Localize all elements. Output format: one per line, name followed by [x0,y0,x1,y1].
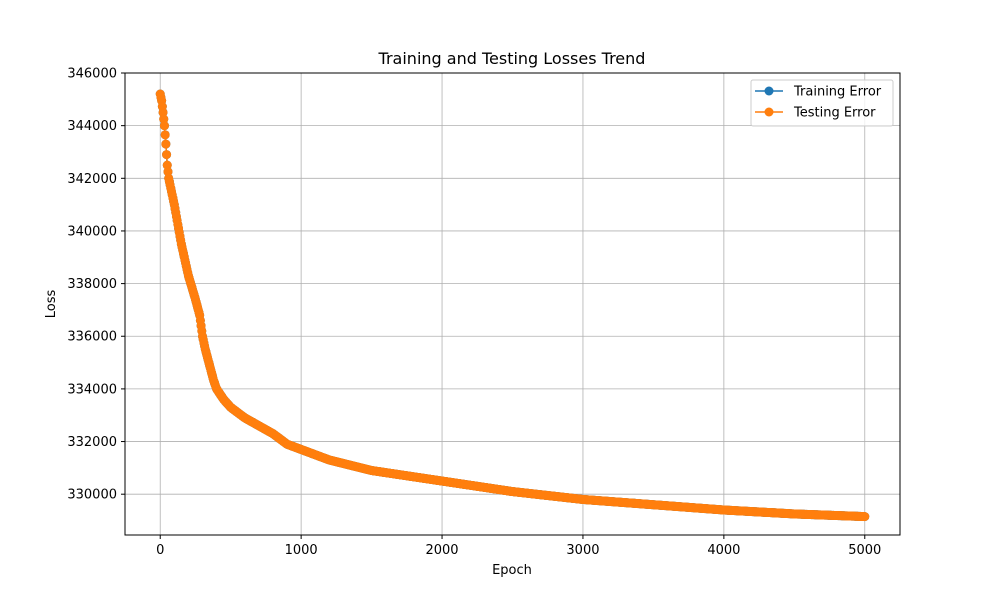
legend-marker-testing-error [764,107,774,117]
plot-series [155,89,870,522]
y-tick-label: 332000 [67,435,117,450]
y-tick-label: 346000 [67,67,117,82]
x-axis-label: Epoch [492,563,532,578]
data-point-marker [159,114,169,124]
y-tick-label: 338000 [67,277,117,292]
data-point-marker [162,160,172,170]
y-axis-label: Loss [44,290,59,319]
y-tick-label: 330000 [67,488,117,503]
x-tick-label: 3000 [566,543,599,558]
data-point-marker [161,139,171,149]
y-tick-label: 334000 [67,382,117,397]
legend-box [750,79,894,127]
legend-marker-training-error [764,86,774,96]
data-point-marker [162,150,172,160]
data-point-marker [163,167,173,177]
x-tick-label: 0 [156,543,164,558]
x-axis-ticks: 0 1000 2000 3000 4000 5000 [156,535,881,558]
x-tick-label: 4000 [707,543,740,558]
legend-label-training-error: Training Error [793,85,882,100]
data-point-marker [159,121,169,131]
x-tick-label: 1000 [285,543,318,558]
plot-area-frame [124,72,901,536]
y-tick-label: 344000 [67,119,117,134]
series-markers-testing-error [155,89,870,522]
y-tick-label: 342000 [67,172,117,187]
chart-title: Training and Testing Losses Trend [378,49,646,68]
legend: Training Error Testing Error [750,79,894,127]
data-point-marker [158,107,168,117]
y-tick-label: 336000 [67,330,117,345]
x-tick-label: 2000 [425,543,458,558]
data-point-marker [860,512,870,522]
x-tick-label: 5000 [848,543,881,558]
legend-label-testing-error: Testing Error [793,106,876,121]
data-point-marker [160,130,170,140]
y-tick-label: 340000 [67,224,117,239]
y-axis-ticks: 330000 332000 334000 336000 338000 340000 3420… [67,67,125,503]
